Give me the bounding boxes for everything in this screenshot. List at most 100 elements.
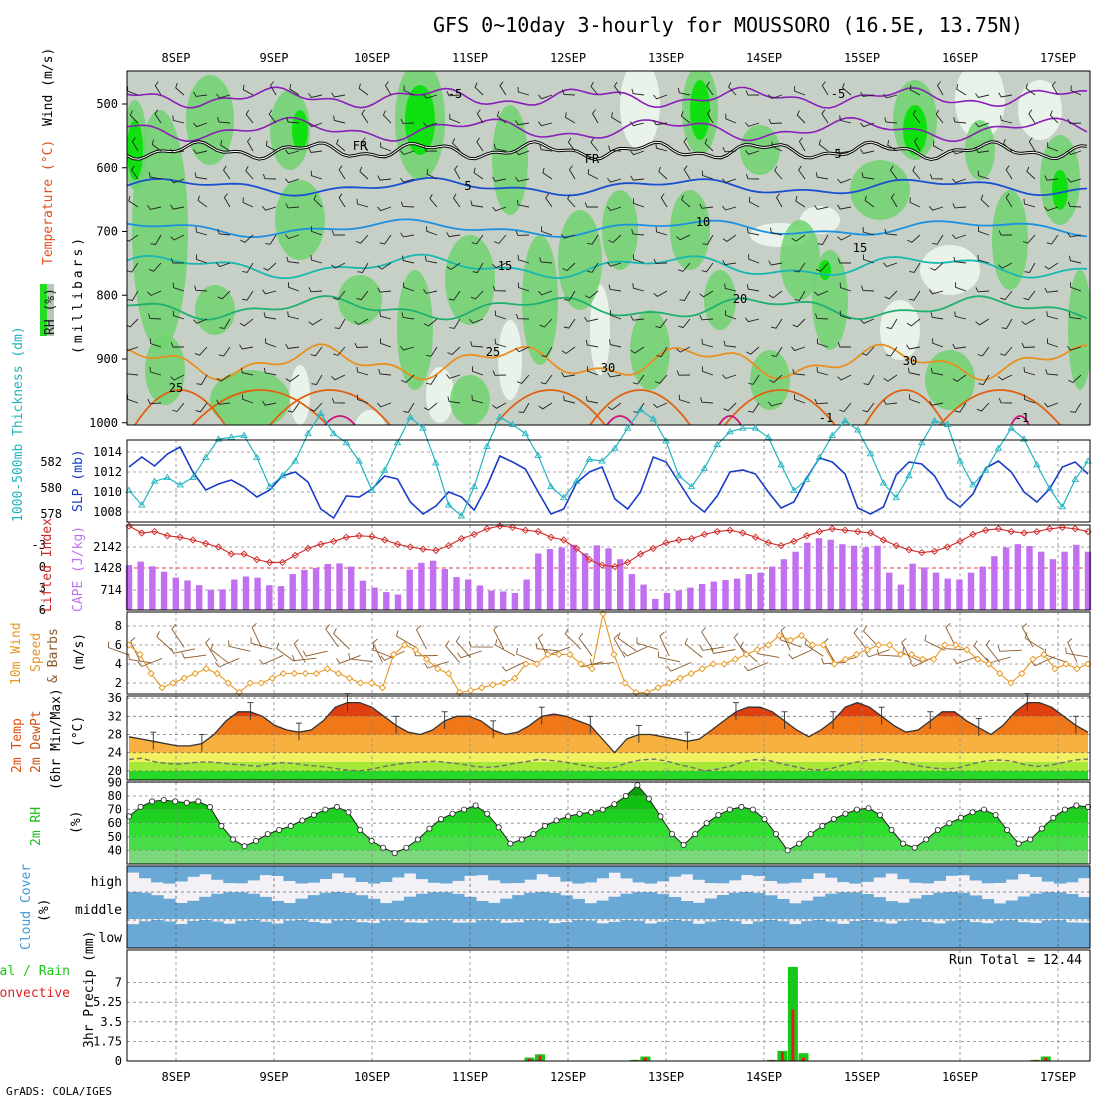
wind-barb (655, 143, 668, 152)
cloud-low-block (379, 920, 393, 948)
wind-barb (584, 317, 599, 322)
cape-bar (465, 579, 472, 610)
cloud-low-block (235, 920, 248, 948)
cape-bar (406, 569, 413, 610)
wind-barb (932, 338, 944, 348)
wind-barb (607, 261, 622, 267)
wind-barb (453, 165, 461, 180)
thickness-marker (585, 455, 594, 462)
li-marker (1007, 527, 1015, 536)
cloud-blocks (127, 866, 1091, 948)
li-marker (585, 555, 593, 564)
rh2m-marker (183, 799, 190, 806)
cape-bar (523, 579, 530, 610)
cloud-middle-block (452, 893, 465, 919)
cloud-high-block (837, 866, 850, 883)
wind10-marker (411, 646, 420, 654)
wind-barb (862, 402, 875, 413)
rh-shade-area (630, 310, 670, 390)
wind-barb (265, 140, 277, 152)
wind-barb (517, 254, 530, 264)
wind-barb (607, 177, 622, 183)
wind-barb (128, 195, 139, 208)
cloud-middle-block (849, 892, 862, 919)
rh2m-marker (749, 806, 756, 813)
cloud-low-block (175, 924, 188, 948)
wind10-marker (500, 679, 508, 687)
contour-label: FR (585, 152, 600, 166)
rh-band (129, 836, 1088, 851)
cloud-low-block (692, 923, 706, 948)
cloud-high-block (885, 866, 898, 874)
wind-barb (704, 138, 714, 152)
thickness-marker (828, 431, 837, 438)
rh-high-area (903, 105, 927, 155)
wind-barb (837, 342, 851, 348)
cape-bar (348, 566, 355, 610)
thickness-marker (406, 413, 415, 420)
cloud-cover-panel: high middle low Cloud Cover (%) (19, 864, 1091, 950)
wind10-barb (457, 650, 482, 659)
cape-bar (371, 587, 378, 610)
wind10-barb (733, 632, 747, 657)
cape-bar (593, 545, 600, 610)
isotherm-dome (191, 389, 329, 425)
wind-barb (242, 394, 254, 404)
cloud-middle-block (993, 903, 1007, 919)
cape-bar (546, 549, 554, 610)
wind-barb (471, 366, 484, 376)
top-date-label: 11SEP (452, 51, 488, 65)
wind10-marker (1062, 660, 1070, 668)
wind-barb (794, 86, 806, 96)
wind-barb (912, 165, 921, 180)
wind10-marker (445, 669, 453, 678)
wind-barb (242, 84, 254, 96)
wind-barb (567, 137, 576, 152)
rh2m-marker (611, 801, 618, 808)
thickness-marker (240, 431, 248, 438)
wind-barb (884, 228, 898, 236)
contour-label: FR (353, 139, 368, 153)
wind10-barb (701, 627, 714, 651)
precip-panel: 7 5.25 3.5 1.75 0 Total / Rain Convective 3h… (0, 931, 1091, 1068)
li-marker (790, 537, 798, 546)
wind-barb (265, 234, 277, 245)
cloud-low-block (572, 920, 585, 948)
wind-barb (978, 374, 990, 385)
wind10-barb (743, 662, 769, 672)
wind10-barb (1024, 632, 1045, 651)
cloud-high-block (175, 866, 188, 882)
cloud-low-block (656, 921, 670, 948)
wind-barb (632, 254, 645, 264)
wind10-marker (345, 674, 354, 682)
cape-bar (780, 559, 788, 610)
cloud-low-block (476, 920, 489, 948)
wind10-barb (302, 650, 328, 657)
wind-barb (1023, 198, 1036, 208)
wind10-marker (919, 655, 927, 663)
wind-barb (861, 172, 875, 180)
wind-barb (745, 122, 760, 127)
cloud-low-block (464, 922, 477, 948)
cape-frame (126, 524, 1091, 611)
cloud-high-block (789, 866, 802, 883)
wind-barb (216, 93, 231, 99)
wind-barb (127, 290, 139, 301)
contour-label: -5 (448, 87, 462, 101)
li-marker (266, 558, 274, 567)
li-tick-label: -3 (32, 538, 46, 552)
wind-barb (400, 232, 415, 238)
rh-shade-area (704, 270, 736, 330)
wind10-marker (224, 679, 232, 687)
wind10-marker (698, 665, 706, 673)
wind-barb (310, 346, 323, 357)
thickness-marker (905, 471, 913, 479)
contour-label: 15 (498, 259, 512, 273)
wind-barb (242, 290, 254, 301)
rh2m-marker (911, 844, 918, 851)
wind-barb (676, 234, 691, 241)
cape-bar (254, 577, 261, 610)
rh-shade-area (210, 370, 290, 425)
wind-barb (746, 227, 760, 236)
rh2m-marker (530, 831, 537, 838)
